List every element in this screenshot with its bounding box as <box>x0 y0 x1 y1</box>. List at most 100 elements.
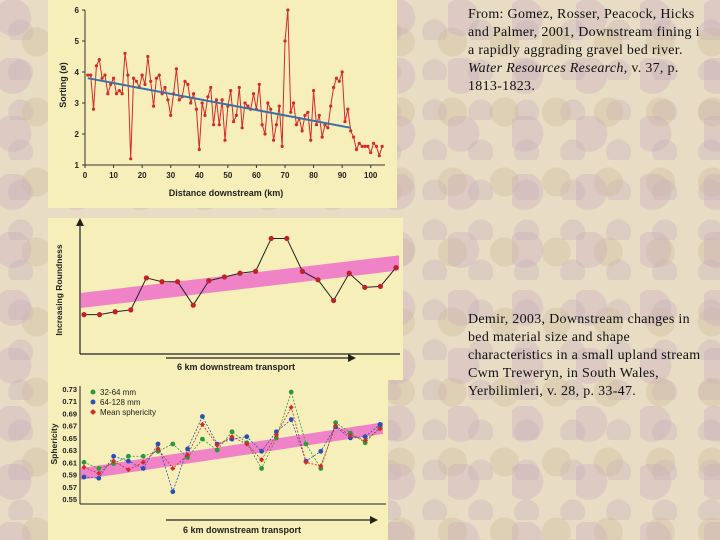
x-axis-label: 6 km downstream transport <box>183 525 301 535</box>
y-tick-label: 0.69 <box>62 409 77 418</box>
data-point-32-64-mm <box>140 453 146 459</box>
data-point-64-128-mm <box>362 434 368 440</box>
citation-line: bed material size and shape <box>468 330 631 345</box>
roundness-data-point <box>237 270 243 276</box>
sorting-data-point <box>211 123 216 127</box>
sorting-data-point <box>260 123 264 127</box>
y-tick-label: 0.63 <box>62 446 77 455</box>
data-point-32-64-mm <box>288 389 294 395</box>
roundness-data-point <box>97 312 103 318</box>
sorting-data-point <box>214 98 219 102</box>
sorting-data-point <box>371 141 376 145</box>
data-point-32-64-mm <box>200 436 205 442</box>
data-point-64-128-mm <box>185 446 191 452</box>
sorting-data-point <box>206 95 210 99</box>
sorting-data-point <box>349 129 353 133</box>
data-point-32-64-mm <box>81 459 87 465</box>
roundness-data-point <box>190 302 196 308</box>
sorting-data-point <box>243 101 247 105</box>
x-tick-label: 50 <box>223 171 232 180</box>
roundness-data-point <box>159 279 165 285</box>
data-point-64-128-mm <box>96 475 102 481</box>
y-tick-label: 0.67 <box>62 422 77 431</box>
legend-label-mean: Mean sphericity <box>100 408 156 417</box>
sorting-data-point <box>280 144 284 148</box>
citation-line: Cwm Treweryn, in South Wales, <box>468 366 659 381</box>
sorting-trendline <box>87 77 351 129</box>
sorting-data-point <box>329 104 333 108</box>
x-tick-label: 0 <box>83 171 88 180</box>
roundness-chart: 6 km downstream transport Increasing Rou… <box>54 218 400 372</box>
y-tick-label: 3 <box>75 99 80 108</box>
data-point-mean-sphericity <box>155 446 161 452</box>
series-line-32-64-mm <box>83 390 381 470</box>
roundness-data-point <box>253 268 259 274</box>
x-tick-label: 80 <box>309 171 318 180</box>
sorting-data-point <box>220 98 224 102</box>
sorting-data-point <box>200 101 204 105</box>
roundness-data-point <box>315 277 321 283</box>
roundness-data-point <box>299 268 305 274</box>
x-tick-label: 30 <box>166 171 175 180</box>
data-point-64-128-mm <box>288 417 294 422</box>
sorting-data-point <box>154 76 159 80</box>
data-point-mean-sphericity <box>288 404 294 410</box>
data-point-mean-sphericity <box>199 421 205 428</box>
sorting-data-point <box>380 144 384 148</box>
citation-gomez: From: Gomez, Rosser, Peacock, Hicks and … <box>468 6 720 96</box>
legend-label-64-128: 64-128 mm <box>100 398 141 407</box>
sorting-data-point <box>149 79 153 83</box>
sorting-data-point <box>317 113 321 117</box>
sorting-data-point <box>363 144 367 148</box>
legend-marker-64-128 <box>90 399 96 405</box>
sorting-series-line <box>87 9 383 159</box>
sorting-data-point <box>191 92 196 96</box>
sorting-data-point <box>217 123 221 127</box>
y-axis-label: Increasing Roundness <box>54 244 64 335</box>
y-axis-label: Sorting (ø) <box>58 62 68 108</box>
sorting-data-point <box>303 113 307 117</box>
sorting-data-point <box>86 73 90 77</box>
sphericity-chart: 0.55 0.57 0.59 0.61 0.63 0.65 0.67 0.69 0.71 0.73… <box>49 385 386 535</box>
y-tick-label: 0.57 <box>62 483 77 492</box>
data-point-mean-sphericity <box>377 426 383 432</box>
sorting-data-point <box>197 147 201 152</box>
y-axis-label: Sphericity <box>49 423 59 464</box>
roundness-chart-panel: 6 km downstream transport Increasing Rou… <box>48 218 403 380</box>
sorting-data-point <box>346 107 350 111</box>
sorting-data-point <box>186 82 190 86</box>
sorting-data-point <box>331 85 336 90</box>
roundness-data-point <box>143 275 149 281</box>
sorting-data-point <box>183 79 187 83</box>
journal-title: Water Resources Research, <box>468 61 628 76</box>
sorting-data-point <box>166 98 170 102</box>
citation-line: Yerbilimleri, v. 28, p. 33-47. <box>468 384 637 399</box>
sorting-data-point <box>177 98 181 102</box>
sorting-data-point <box>114 92 119 96</box>
sorting-data-point <box>123 51 127 56</box>
sorting-data-point <box>269 107 273 111</box>
roundness-data-point <box>362 284 368 290</box>
series-line-mean-sphericity <box>83 406 381 474</box>
y-axis-arrow-icon <box>76 218 84 226</box>
roundness-data-point <box>206 278 212 284</box>
citation-volume: v. 37, p. <box>627 61 679 76</box>
sorting-chart-panel: 1 2 3 4 5 6 0 10 20 30 40 50 60 70 80 90 100 Distance d… <box>48 0 397 208</box>
sorting-data-point <box>189 101 193 105</box>
sorting-data-point <box>91 107 96 111</box>
data-point-64-128-mm <box>126 458 131 464</box>
data-point-32-64-mm <box>126 453 131 459</box>
data-point-mean-sphericity <box>333 423 339 429</box>
roundness-data-point <box>221 274 227 280</box>
x-tick-label: 10 <box>109 171 118 180</box>
sorting-data-point <box>134 79 139 83</box>
sorting-data-point <box>360 144 364 148</box>
sorting-data-point <box>131 76 136 80</box>
sorting-data-point <box>146 54 150 59</box>
sorting-data-point <box>377 154 381 158</box>
data-point-mean-sphericity <box>318 463 324 469</box>
y-tick-label: 0.61 <box>62 458 77 467</box>
sorting-data-point <box>103 73 107 77</box>
sorting-data-point <box>126 73 130 77</box>
sorting-data-point <box>231 120 236 124</box>
